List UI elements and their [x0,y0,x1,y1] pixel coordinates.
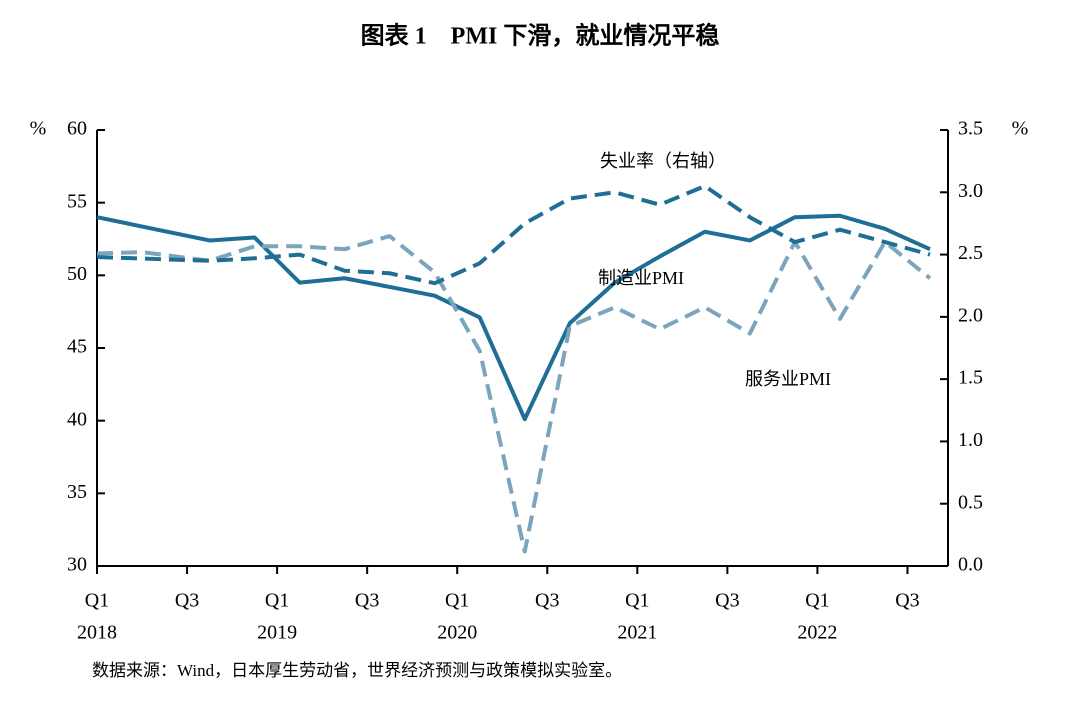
y2-tick-label: 3.0 [958,180,983,202]
y2-tick-label: 0.0 [958,554,983,576]
series-label: 失业率（右轴） [600,151,726,171]
series-line [96,213,931,422]
x-year-label: 2021 [617,622,657,644]
x-tick-label: Q1 [445,590,469,612]
source: 数据来源：Wind，日本厚生劳动省，世界经济预测与政策模拟实验室。 [92,661,622,680]
y2-tick-label: 2.0 [958,304,983,326]
x-tick-label: Q3 [715,590,739,612]
x-tick-label: Q3 [355,590,379,612]
x-tick-label: Q3 [895,590,919,612]
x-tick-label: Q1 [625,590,649,612]
y-tick-label: 35 [67,481,87,503]
x-tick-label: Q1 [85,590,109,612]
series-label: 服务业PMI [745,369,831,389]
x-year-label: 2022 [797,622,837,644]
x-year-label: 2018 [77,622,117,644]
x-year-label: 2019 [257,622,297,644]
x-tick-label: Q1 [265,590,289,612]
y2-tick-label: 0.5 [958,491,983,513]
y-tick-label: 30 [67,554,87,576]
y2-tick-label: 1.5 [958,367,983,389]
chart-title: 图表 1 PMI 下滑，就业情况平稳 [361,22,720,50]
y-tick-label: 55 [67,190,87,212]
x-year-label: 2020 [437,622,477,644]
x-tick-label: Q3 [535,590,559,612]
y2-unit: % [1012,118,1029,140]
y-unit: % [30,118,47,140]
series-line [96,184,931,286]
x-tick-label: Q1 [805,590,829,612]
series-label: 制造业PMI [598,268,684,288]
y-tick-label: 45 [67,336,87,358]
y2-tick-label: 1.0 [958,429,983,451]
y2-tick-label: 2.5 [958,242,983,264]
y-tick-label: 60 [67,118,87,140]
x-tick-label: Q3 [175,590,199,612]
y-tick-label: 50 [67,263,87,285]
y-tick-label: 40 [67,408,87,430]
y2-tick-label: 3.5 [958,118,983,140]
